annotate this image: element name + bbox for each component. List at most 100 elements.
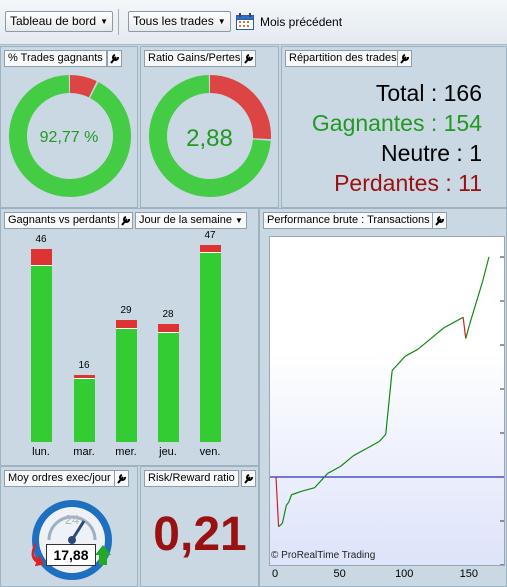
gauge-dial-number: 24 <box>65 512 79 527</box>
bar-loss-mar <box>74 374 95 379</box>
performance-line-segment <box>465 324 471 339</box>
performance-line-segment <box>340 455 354 467</box>
gain-loss-win-slice <box>149 75 271 197</box>
performance-line-segment <box>391 355 406 371</box>
bar-total-label: 29 <box>120 305 132 317</box>
losing-trades-text: Perdantes : 11 <box>334 170 482 196</box>
bar-total-label: 16 <box>78 359 90 371</box>
wrench-icon[interactable] <box>241 470 256 487</box>
bar-win-mer <box>116 328 137 442</box>
dashboard-dropdown[interactable]: Tableau de bord ▼ <box>5 11 113 32</box>
bar-win-mar <box>74 379 95 442</box>
performance-line-segment <box>278 522 283 528</box>
performance-line-segment <box>378 433 387 442</box>
wrench-icon[interactable] <box>118 212 133 229</box>
wrench-icon[interactable] <box>241 50 256 67</box>
gain-loss-loss-slice <box>209 75 271 140</box>
performance-line-segment <box>443 320 457 329</box>
total-trades-text: Total : 166 <box>375 80 482 106</box>
performance-line-segment <box>281 505 287 524</box>
gain-loss-ratio-title: Ratio Gains/Pertes <box>144 50 245 67</box>
performance-line-segment <box>462 317 467 339</box>
trade-distribution-title: Répartition des trades <box>285 50 401 67</box>
bar-category-label: jeu. <box>159 446 177 458</box>
bar-loss-mer <box>116 320 137 329</box>
trades-filter-dropdown[interactable]: Tous les trades ▼ <box>128 11 231 32</box>
win-percentage-win-slice <box>9 75 131 197</box>
gauge-dial-icon: 24 <box>32 500 112 580</box>
win-percentage-title: % Trades gagnants <box>4 50 107 67</box>
performance-line-segment <box>291 490 303 496</box>
performance-title: Performance brute : Transactions <box>263 212 434 229</box>
performance-line-segment <box>288 494 293 503</box>
trade-distribution-panel: Répartition des trades Total : 166 Gagna… <box>281 46 507 208</box>
bar-total-label: 46 <box>35 233 47 245</box>
performance-line-segment <box>417 338 432 350</box>
bar-loss-ven <box>200 244 221 253</box>
risk-reward-panel: Risk/Reward ratio 0,21 <box>140 466 259 587</box>
gain-loss-donut <box>149 75 271 197</box>
arrow-down-red-icon <box>31 543 45 567</box>
avg-orders-value: 17,88 <box>46 544 96 566</box>
performance-chart <box>269 236 505 566</box>
performance-line-segment <box>469 302 477 325</box>
winning-trades-text: Gagnantes : 154 <box>311 110 482 136</box>
wrench-icon[interactable] <box>107 50 122 67</box>
period-label[interactable]: Mois précédent <box>260 15 343 29</box>
avg-orders-panel: Moy ordres exec/jour 24 <box>0 466 138 587</box>
avg-orders-title: Moy ordres exec/jour <box>4 470 115 487</box>
performance-line-segment <box>385 370 393 435</box>
wrench-icon[interactable] <box>397 50 412 67</box>
risk-reward-title: Risk/Reward ratio <box>144 470 239 487</box>
wrench-icon[interactable] <box>114 470 129 487</box>
weekday-selector-dropdown[interactable]: Jour de la semaine ▼ <box>135 212 247 229</box>
toolbar-separator <box>118 9 119 35</box>
winners-vs-losers-panel: Gagnants vs perdants Jour de la semaine ▼… <box>0 208 259 466</box>
performance-line-segment <box>430 327 445 340</box>
watermark-text: © ProRealTime Trading <box>271 550 376 561</box>
bar-total-label: 28 <box>162 309 174 321</box>
bar-category-label: lun. <box>32 446 50 458</box>
bar-win-jeu <box>158 332 179 442</box>
bar-category-label: mar. <box>73 446 95 458</box>
win-percentage-panel: % Trades gagnants 92,77 % <box>0 46 138 208</box>
calendar-icon[interactable] <box>236 13 254 30</box>
bar-loss-lun <box>31 248 52 266</box>
performance-line-segment <box>275 476 280 527</box>
performance-line-segment <box>481 256 490 282</box>
bar-loss-jeu <box>158 324 179 333</box>
chevron-down-icon: ▼ <box>234 216 243 225</box>
wrench-icon[interactable] <box>432 212 447 229</box>
win-percentage-value: 92,77 % <box>39 129 99 146</box>
performance-line-segment <box>353 448 367 457</box>
x-axis-tick-label: 0 <box>272 568 279 580</box>
chevron-down-icon: ▼ <box>217 17 226 26</box>
win-percentage-donut <box>9 75 131 197</box>
x-axis-tick-label: 150 <box>459 568 478 580</box>
gain-loss-ratio-panel: Ratio Gains/Pertes 2,88 <box>140 46 279 208</box>
performance-line-segment <box>327 465 341 474</box>
bar-win-lun <box>31 265 52 442</box>
gain-loss-ratio-value: 2,88 <box>186 125 233 152</box>
performance-line-segment <box>475 281 484 304</box>
bar-category-label: ven. <box>199 446 221 458</box>
neutral-trades-text: Neutre : 1 <box>381 140 482 166</box>
performance-chart-svg <box>270 256 504 565</box>
winners-vs-losers-title: Gagnants vs perdants <box>4 212 120 229</box>
risk-reward-value: 0,21 <box>153 508 247 561</box>
performance-line-segment <box>314 473 329 489</box>
bar-category-label: mer. <box>115 446 137 458</box>
performance-line-segment <box>285 501 290 506</box>
x-axis-tick-label: 50 <box>333 568 346 580</box>
trades-filter-label: Tous les trades <box>133 14 214 28</box>
bar-win-ven <box>200 253 221 442</box>
chevron-down-icon: ▼ <box>100 17 108 26</box>
toolbar: Tableau de bord ▼ Tous les trades ▼ Mois p… <box>0 0 507 45</box>
performance-line-segment <box>404 348 419 357</box>
arrow-up-green-icon <box>95 545 111 565</box>
bar-total-label: 47 <box>204 229 216 241</box>
dashboard-dropdown-label: Tableau de bord <box>10 14 97 28</box>
performance-line-segment <box>301 487 315 492</box>
performance-line-segment <box>366 440 380 450</box>
performance-line-segment <box>456 316 464 322</box>
